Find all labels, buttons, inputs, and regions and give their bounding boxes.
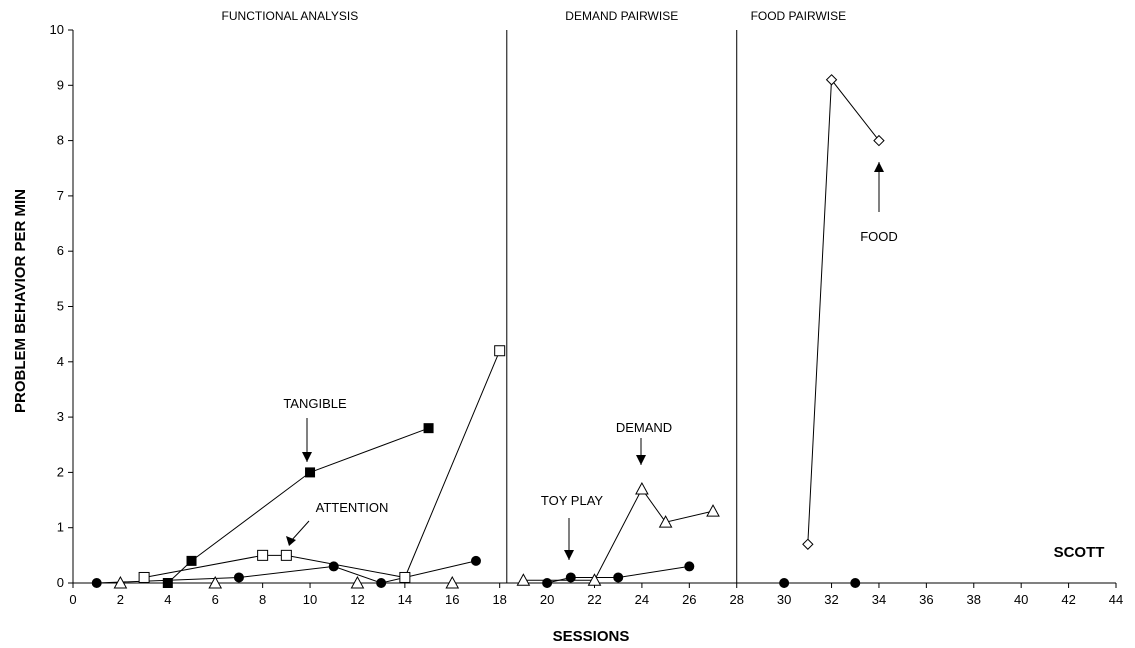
x-tick-label-4: 4 [164, 592, 171, 607]
point-attention-x3 [138, 571, 150, 583]
point-toy-play-x13 [376, 578, 387, 588]
point-demand-x6 [208, 575, 223, 589]
x-tick-label-24: 24 [635, 592, 649, 607]
annotation-tangible: TANGIBLE [283, 396, 347, 411]
arrow-head-tangible [302, 452, 312, 462]
arrow-head-toy-play [564, 550, 574, 560]
annotation-demand: DEMAND [616, 420, 672, 435]
y-tick-label-4: 4 [57, 354, 64, 369]
x-tick-label-38: 38 [967, 592, 981, 607]
phase-lines [506, 30, 738, 583]
y-tick-label-10: 10 [50, 22, 64, 37]
point-demand-x25 [658, 515, 673, 528]
phase-label-food-pairwise: FOOD PAIRWISE [751, 9, 847, 23]
point-attention-x18 [494, 345, 506, 357]
point-demand-x22 [587, 573, 602, 586]
x-tick-label-34: 34 [872, 592, 886, 607]
series-lines [96, 78, 880, 584]
phase-label-functional-analysis: FUNCTIONAL ANALYSIS [222, 9, 359, 23]
point-food-x34 [873, 134, 885, 147]
x-tick-label-44: 44 [1109, 592, 1123, 607]
point-attention-x14 [399, 571, 411, 583]
point-toy-play-x21 [565, 572, 576, 583]
point-toy-play-x7 [233, 572, 244, 583]
point-toy-play-x33 [850, 578, 861, 588]
arrow-head-attention [286, 536, 296, 546]
point-tangible-x5 [186, 555, 197, 566]
point-tangible-x15 [423, 423, 434, 434]
point-toy-play-x17 [470, 555, 481, 566]
x-tick-label-36: 36 [919, 592, 933, 607]
x-tick-label-10: 10 [303, 592, 317, 607]
series-line-tangible-1 [167, 427, 429, 584]
x-tick-label-32: 32 [824, 592, 838, 607]
arrow-head-demand [636, 455, 646, 465]
series-line-food-1 [807, 78, 880, 545]
x-tick-label-16: 16 [445, 592, 459, 607]
series-line-attention-1 [144, 350, 501, 579]
y-tick-label-3: 3 [57, 409, 64, 424]
y-axis-title: PROBLEM BEHAVIOR PER MIN [12, 189, 29, 413]
point-tangible-x4 [162, 578, 173, 588]
point-toy-play-x1 [91, 578, 102, 588]
x-tick-label-42: 42 [1061, 592, 1075, 607]
x-axis-title: SESSIONS [553, 628, 630, 645]
y-tick-label-2: 2 [57, 464, 64, 479]
point-demand-x19 [516, 573, 531, 586]
y-tick-label-1: 1 [57, 520, 64, 535]
x-tick-label-40: 40 [1014, 592, 1028, 607]
phase-label-demand-pairwise: DEMAND PAIRWISE [565, 9, 678, 23]
point-toy-play-x30 [779, 578, 790, 588]
x-tick-label-30: 30 [777, 592, 791, 607]
arrow-head-food [874, 162, 884, 172]
x-tick-label-22: 22 [587, 592, 601, 607]
y-tick-label-7: 7 [57, 188, 64, 203]
x-tick-label-20: 20 [540, 592, 554, 607]
y-tick-label-9: 9 [57, 77, 64, 92]
x-tick-label-18: 18 [492, 592, 506, 607]
point-demand-x24 [635, 481, 649, 495]
x-tick-label-28: 28 [729, 592, 743, 607]
arrow-shaft-attention [290, 520, 310, 542]
point-toy-play-x23 [613, 572, 624, 583]
x-tick-label-26: 26 [682, 592, 696, 607]
point-demand-x16 [445, 575, 460, 589]
point-demand-x2 [113, 575, 128, 589]
y-tick-label-0: 0 [57, 575, 64, 590]
point-food-x32 [825, 74, 838, 86]
x-tick-label-12: 12 [350, 592, 364, 607]
annotation-attention: ATTENTION [316, 500, 389, 515]
point-demand-x12 [350, 575, 365, 589]
point-toy-play-x11 [328, 561, 339, 572]
point-toy-play-x26 [684, 561, 695, 572]
series-line-toy-play-1 [96, 560, 477, 584]
x-tick-label-0: 0 [69, 592, 76, 607]
x-tick-label-6: 6 [212, 592, 219, 607]
point-demand-x27 [706, 504, 720, 517]
x-tick-label-8: 8 [259, 592, 266, 607]
annotation-food: FOOD [860, 229, 898, 244]
point-attention-x8 [257, 549, 269, 561]
point-tangible-x10 [305, 467, 316, 478]
y-tick-label-5: 5 [57, 299, 64, 314]
subject-label: SCOTT [1054, 544, 1105, 561]
y-tick-label-6: 6 [57, 243, 64, 258]
point-toy-play-x20 [542, 578, 553, 588]
series-markers [91, 74, 885, 589]
annotations: TANGIBLE ATTENTION TOY PLAY DEMAND FOOD [283, 162, 898, 560]
x-tick-label-14: 14 [398, 592, 412, 607]
phase-labels: FUNCTIONAL ANALYSIS DEMAND PAIRWISE FOOD P… [222, 9, 847, 23]
annotation-toy-play: TOY PLAY [541, 493, 603, 508]
y-tick-label-8: 8 [57, 133, 64, 148]
point-food-x31 [802, 538, 814, 550]
x-tick-label-2: 2 [117, 592, 124, 607]
point-attention-x9 [280, 549, 292, 561]
